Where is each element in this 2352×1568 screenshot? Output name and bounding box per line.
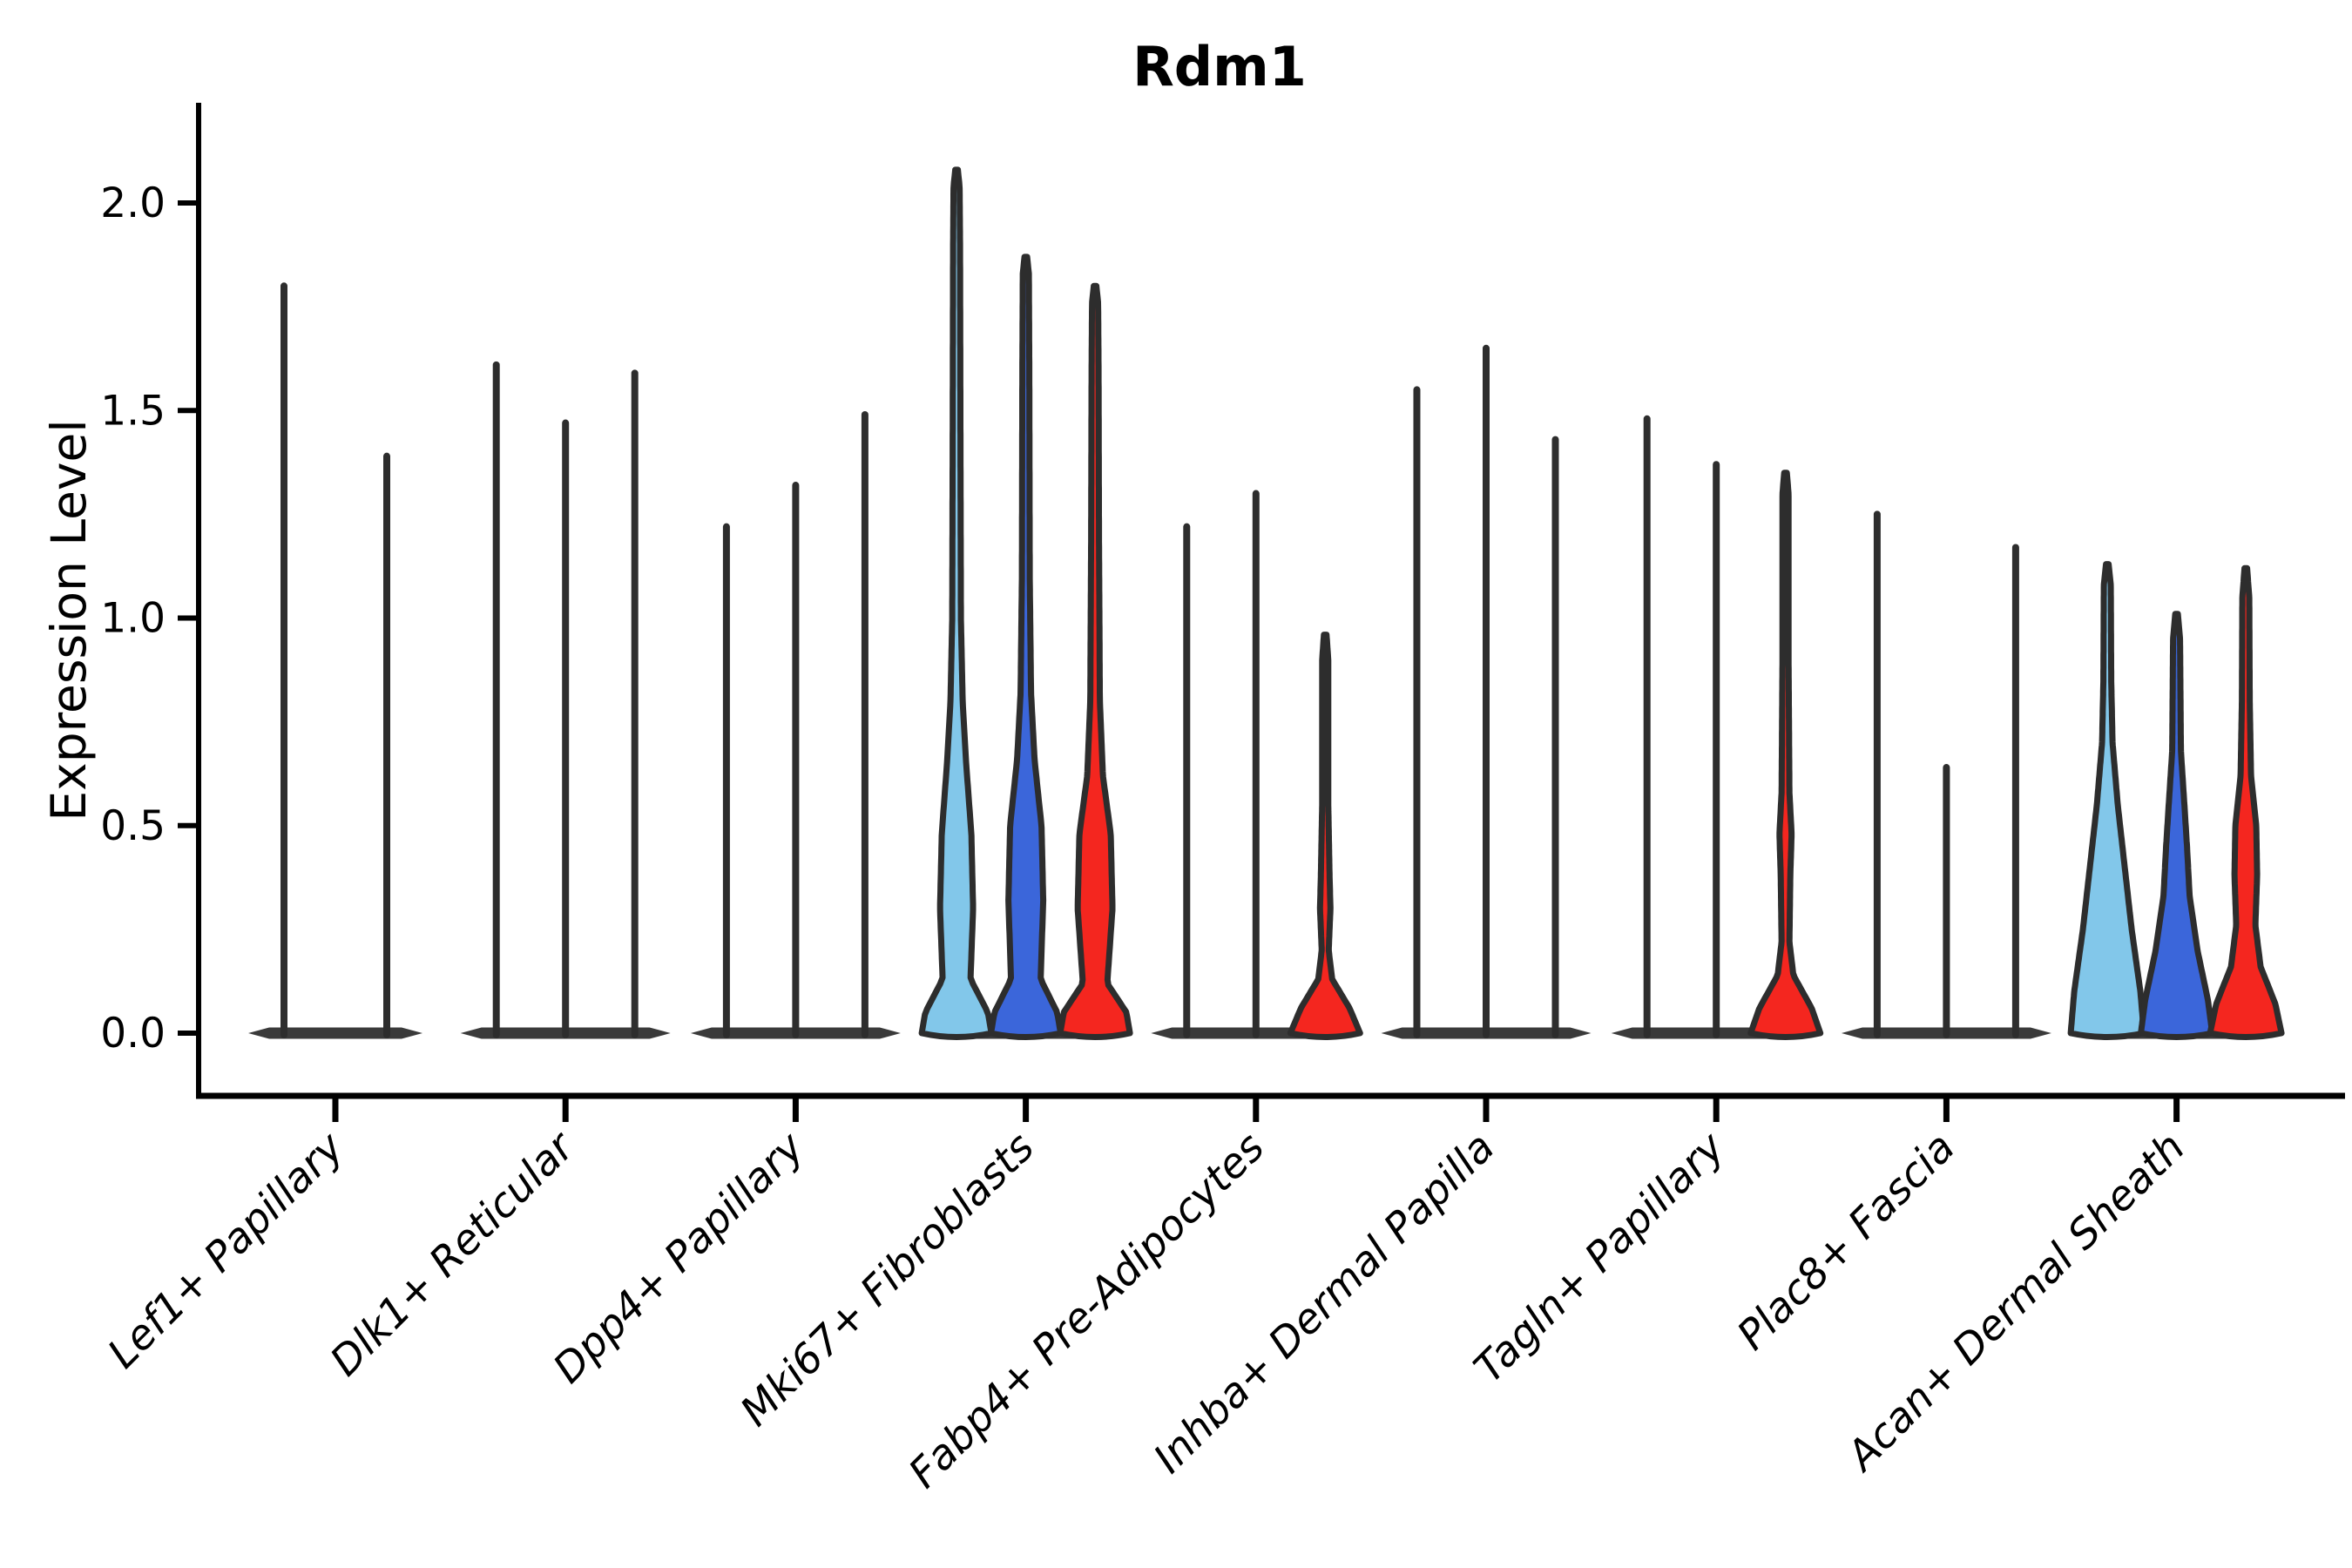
violin-body-light_blue xyxy=(918,166,995,1040)
violins-layer xyxy=(248,166,2285,1040)
violin-body-red xyxy=(1287,632,1363,1040)
violin-body-blue xyxy=(988,253,1064,1040)
y-tick-label: 1.0 xyxy=(100,595,166,643)
x-tick-label-2: Dlk1+ Reticular xyxy=(321,1122,585,1386)
x-tick-label-7: Tagln+ Papillary xyxy=(1465,1123,1735,1393)
y-tick-label: 0.0 xyxy=(100,1010,166,1058)
violin-body-red xyxy=(2207,564,2285,1040)
x-tick-label-8: Plac8+ Fascia xyxy=(1728,1124,1964,1360)
violin-body-light_blue xyxy=(2067,561,2147,1040)
y-tick-label: 2.0 xyxy=(100,179,166,227)
y-tick-label: 0.5 xyxy=(100,802,166,850)
axes xyxy=(178,103,2345,1122)
x-tick-label-1: Lef1+ Papillary xyxy=(98,1123,354,1378)
violin-body-red xyxy=(1747,470,1824,1040)
y-tick-label: 1.5 xyxy=(100,387,166,435)
x-tick-label-3: Dpp4+ Papillary xyxy=(544,1123,814,1393)
violin-base-bar xyxy=(248,1027,422,1039)
violin-body-blue xyxy=(2138,611,2216,1040)
violin-body-red xyxy=(1057,282,1133,1040)
chart-title: Rdm1 xyxy=(1132,35,1307,98)
y-axis-label: Expression Level xyxy=(41,419,97,821)
